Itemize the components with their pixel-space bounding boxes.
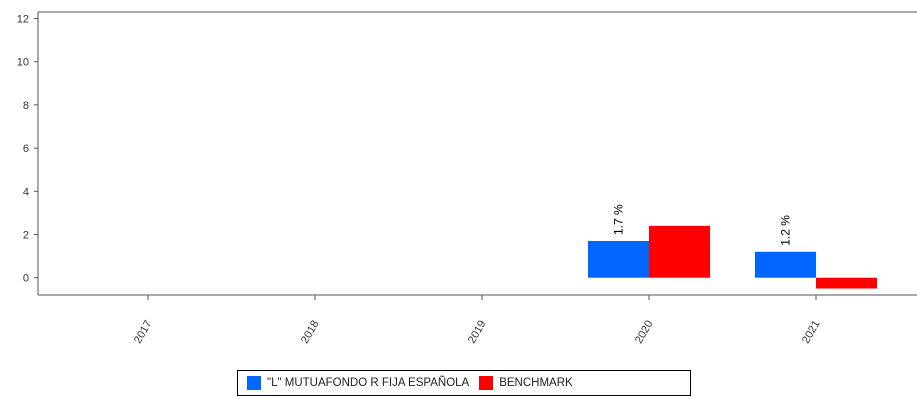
bar: [588, 240, 649, 278]
x-tick-label: 2018: [299, 319, 322, 346]
y-tick-label: 4: [23, 186, 29, 198]
bar-chart: 0 2 4 6 8 10 12 2017 2018 2019 2020 2021 1.7 % 1.2 …: [17, 11, 917, 346]
bar-data-label: 1.7 %: [612, 204, 626, 235]
legend-label-benchmark: BENCHMARK: [499, 377, 573, 389]
y-tick-label: 2: [23, 230, 29, 242]
legend-swatch-fund: [247, 376, 261, 390]
legend-swatch-benchmark: [479, 376, 494, 390]
plot-frame: [37, 11, 917, 296]
bar-data-label: 1.2 %: [779, 215, 793, 246]
legend: "L" MUTUAFONDO R FIJA ESPAÑOLA BENCHMARK: [237, 370, 691, 396]
x-tick-label: 2019: [466, 319, 489, 346]
x-tick-label: 2021: [800, 319, 823, 346]
bar: [816, 277, 877, 289]
y-tick-label: 8: [23, 100, 29, 112]
y-tick-label: 0: [23, 273, 29, 285]
bar: [649, 225, 710, 278]
x-axis: 2017 2018 2019 2020 2021: [132, 295, 823, 346]
data-labels: 1.7 % 1.2 %: [612, 204, 793, 246]
bar: [755, 251, 816, 278]
bars: [588, 225, 877, 289]
y-tick-label: 10: [17, 57, 29, 69]
legend-label-fund: "L" MUTUAFONDO R FIJA ESPAÑOLA: [267, 377, 470, 389]
y-tick-label: 12: [17, 13, 29, 25]
x-tick-label: 2020: [633, 319, 656, 346]
legend-item-fund: "L" MUTUAFONDO R FIJA ESPAÑOLA: [247, 376, 469, 390]
x-tick-label: 2017: [132, 319, 155, 346]
y-tick-label: 6: [23, 143, 29, 155]
y-axis: 0 2 4 6 8 10 12: [17, 13, 38, 285]
legend-item-benchmark: BENCHMARK: [479, 376, 573, 390]
